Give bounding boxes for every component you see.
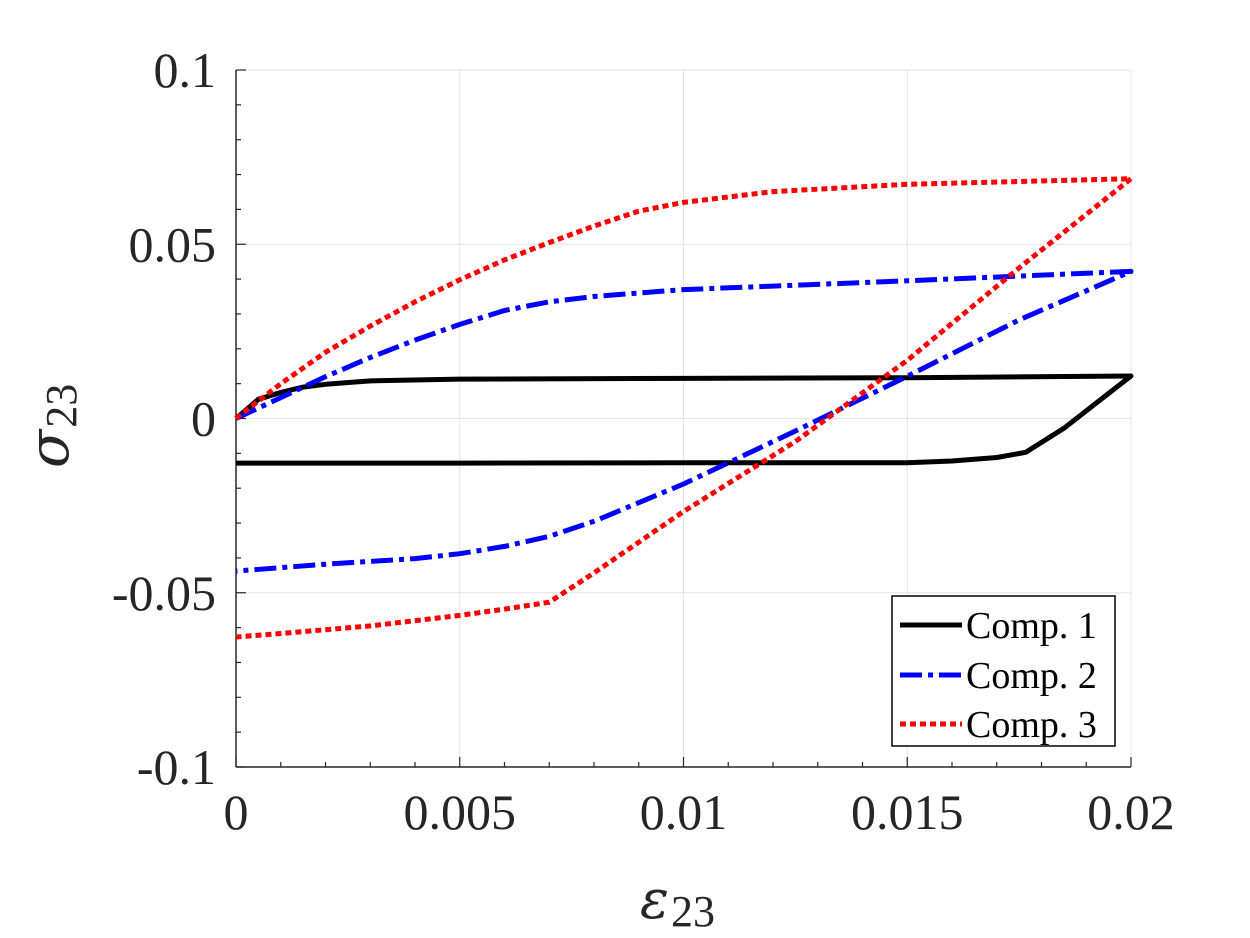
legend-item-comp-1: Comp. 1 (900, 605, 1097, 647)
tick-labels: 0 0.005 0.01 0.015 0.02 0.1 0.05 0 -0.05 -0.1 (112, 42, 1175, 840)
legend-label-comp-1: Comp. 1 (966, 605, 1097, 647)
y-tick-label: -0.05 (112, 565, 216, 621)
x-tick-label: 0.02 (1087, 784, 1175, 840)
x-tick-label: 0.005 (404, 784, 517, 840)
x-axis-subscript: 23 (671, 887, 715, 936)
legend-box (891, 595, 1116, 747)
data-series (234, 176, 1134, 640)
legend-label-comp-2: Comp. 2 (966, 655, 1097, 697)
x-tick-label: 0.015 (851, 784, 964, 840)
series-line-comp-2 (234, 268, 1134, 574)
y-tick-label: 0.05 (129, 216, 217, 272)
legend-item-comp-3: Comp. 3 (900, 704, 1097, 746)
x-tick-label: 0 (224, 784, 249, 840)
x-axis-label: ε23 (640, 868, 715, 936)
legend: Comp. 1 Comp. 2 Comp. 3 (891, 595, 1116, 747)
y-axis-subscript: 23 (37, 384, 86, 428)
y-tick-label: 0 (191, 391, 216, 447)
y-tick-label: 0.1 (154, 42, 217, 98)
legend-label-comp-3: Comp. 3 (966, 704, 1097, 746)
y-axis-label: σ23 (17, 384, 86, 468)
series-line-comp-3 (234, 176, 1134, 640)
x-tick-label: 0.01 (640, 784, 728, 840)
x-axis-symbol: ε (640, 868, 669, 931)
series-line-comp-1 (234, 373, 1134, 466)
y-axis-symbol: σ (17, 428, 82, 468)
y-tick-label: -0.1 (137, 739, 216, 795)
legend-item-comp-2: Comp. 2 (900, 655, 1097, 697)
